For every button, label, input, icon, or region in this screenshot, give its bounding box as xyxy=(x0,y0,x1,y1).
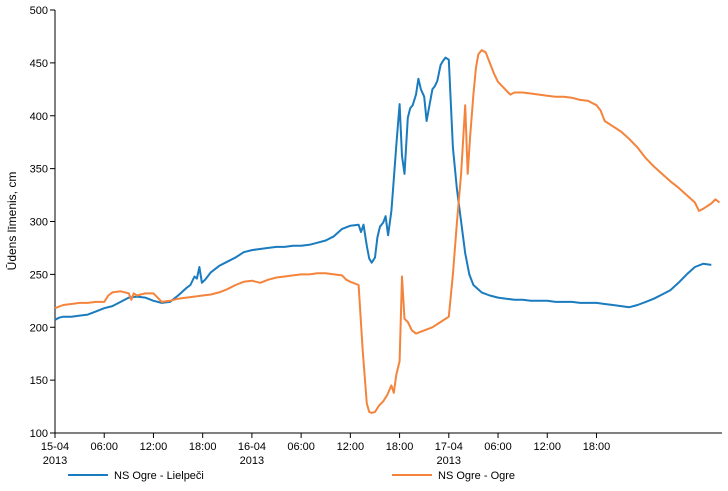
y-tick-label: 400 xyxy=(30,111,48,123)
x-tick-label: 06:00 xyxy=(484,441,512,453)
y-tick-label: 350 xyxy=(30,164,48,176)
y-tick-label: 500 xyxy=(30,5,48,17)
x-tick-label: 18:00 xyxy=(386,441,414,453)
series-line-2 xyxy=(54,49,721,414)
x-tick-label: 06:00 xyxy=(90,441,118,453)
y-ticks: 100 150 200 250 300 350 400 450 500 xyxy=(30,5,55,440)
legend-label: NS Ogre - Lielpeči xyxy=(114,470,204,482)
y-tick-label: 100 xyxy=(30,428,48,440)
x-tick-label: 12:00 xyxy=(337,441,365,453)
y-tick-label: 300 xyxy=(30,217,48,229)
y-tick-label: 250 xyxy=(30,269,48,281)
x-tick-sublabel: 2013 xyxy=(437,455,461,467)
x-tick-label: 18:00 xyxy=(583,441,611,453)
x-tick-label: 12:00 xyxy=(533,441,561,453)
x-tick-sublabel: 2013 xyxy=(240,455,264,467)
x-tick-sublabel: 2013 xyxy=(43,455,67,467)
x-tick-label: 15-04 xyxy=(41,441,69,453)
x-ticks: 15-04 2013 06:00 12:00 18:00 16-04 2013 06:00 12… xyxy=(41,433,610,467)
x-tick-label: 18:00 xyxy=(189,441,217,453)
x-tick-label: 16-04 xyxy=(238,441,266,453)
plot-area: 100 150 200 250 300 350 400 450 500 15-04 2013 06:… xyxy=(30,5,722,467)
series-line-1 xyxy=(54,56,712,321)
y-tick-label: 150 xyxy=(30,375,48,387)
legend-label: NS Ogre - Ogre xyxy=(438,470,515,482)
x-tick-label: 12:00 xyxy=(140,441,168,453)
y-axis-title: Ūdens līmenis, cm xyxy=(5,172,19,271)
y-tick-label: 200 xyxy=(30,322,48,334)
legend: NS Ogre - Lielpeči NS Ogre - Ogre xyxy=(68,470,515,482)
x-tick-label: 06:00 xyxy=(287,441,315,453)
series-lines xyxy=(54,49,721,414)
y-tick-label: 450 xyxy=(30,58,48,70)
x-tick-label: 17-04 xyxy=(435,441,463,453)
